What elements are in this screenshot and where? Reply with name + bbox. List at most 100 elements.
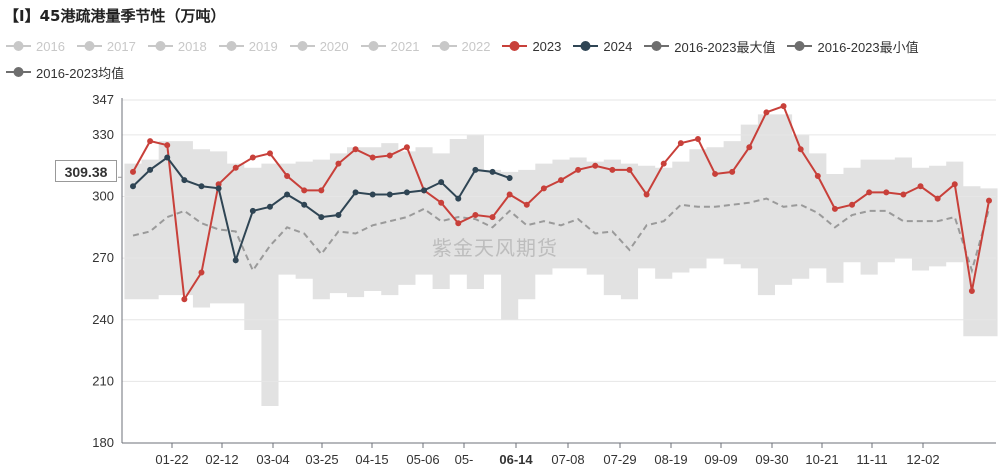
legend-marker-icon: [6, 67, 31, 77]
legend-marker-icon: [289, 41, 315, 51]
axis-pointer-value: 309.38: [55, 160, 117, 182]
point-2023: [489, 214, 496, 221]
point-2023: [335, 160, 342, 167]
legend-item[interactable]: 2024: [573, 39, 632, 54]
point-2023: [352, 146, 359, 153]
x-tick-label: 02-12: [205, 452, 238, 467]
legend-item[interactable]: 2016: [6, 39, 65, 54]
legend-label: 2022: [461, 38, 491, 54]
point-2023: [506, 191, 513, 198]
legend-marker-icon: [147, 41, 173, 51]
point-2023: [403, 144, 410, 151]
point-2024: [386, 191, 393, 198]
point-2023: [592, 162, 599, 169]
point-2024: [421, 187, 428, 194]
legend-marker-icon: [76, 41, 102, 51]
legend-item[interactable]: 2016-2023最大值: [644, 37, 775, 56]
point-2023: [900, 191, 907, 198]
legend-item[interactable]: 2016-2023均值: [6, 63, 124, 82]
x-tick-label: 06-14: [499, 452, 533, 467]
point-2023: [301, 187, 308, 194]
legend-marker-icon: [431, 41, 457, 51]
point-2023: [866, 189, 873, 196]
point-2023: [232, 164, 239, 171]
x-tick-label: 11-11: [856, 452, 887, 467]
legend-item[interactable]: 2019: [218, 38, 278, 54]
point-2023: [558, 177, 564, 184]
point-2023: [540, 185, 547, 192]
point-2024: [472, 166, 479, 173]
x-tick-label: 10-21: [805, 452, 838, 467]
legend-label: 2023: [532, 38, 562, 54]
point-2023: [712, 170, 719, 177]
point-2023: [438, 199, 445, 206]
legend-label: 2016-2023均值: [36, 65, 125, 81]
point-2024: [403, 189, 410, 196]
point-2023: [472, 212, 479, 219]
point-2023: [694, 136, 701, 143]
point-2024: [215, 185, 222, 192]
y-tick-label: 300: [92, 189, 114, 204]
point-2023: [917, 183, 924, 190]
point-2023: [677, 140, 684, 147]
legend-item[interactable]: 2020: [289, 39, 349, 54]
x-tick-label: 03-04: [256, 452, 289, 467]
legend-label: 2016-2023最小值: [817, 39, 919, 55]
point-2023: [746, 144, 753, 151]
point-2023: [249, 154, 256, 161]
point-2023: [147, 138, 154, 145]
y-tick-label: 347: [92, 92, 114, 107]
point-2023: [814, 172, 821, 179]
point-2023: [130, 168, 136, 175]
legend-label: 2019: [248, 38, 278, 54]
x-tick-label: 05-06: [406, 452, 439, 467]
legend-item[interactable]: 2022: [431, 38, 491, 54]
y-tick-label: 270: [92, 250, 114, 265]
legend-label: 2016-2023最大值: [674, 39, 776, 55]
point-2023: [609, 166, 616, 173]
point-2023: [181, 296, 188, 303]
y-tick-label: 180: [92, 435, 114, 450]
point-2023: [797, 146, 804, 153]
x-tick-label: 09-30: [755, 452, 788, 467]
legend-marker-icon: [6, 41, 31, 51]
y-tick-label: 330: [92, 127, 114, 142]
x-tick-label: 07-08: [551, 452, 584, 467]
point-2024: [489, 168, 496, 175]
point-2023: [934, 195, 941, 202]
point-2024: [301, 201, 308, 208]
legend-label: 2021: [390, 38, 420, 54]
point-2023: [318, 187, 325, 194]
legend-item[interactable]: 2016-2023最小值: [787, 37, 919, 56]
legend-item[interactable]: 2017: [76, 39, 136, 54]
point-2024: [506, 175, 513, 182]
legend-item[interactable]: 2023: [502, 39, 561, 54]
axes: 180 210 240 270 300 330 347 01-22 02-12 03-04 03-2…: [92, 92, 996, 467]
y-tick-label: 240: [92, 312, 114, 327]
legend: 2016 2017 2018 2019 2020 2021 2022 2023 2024 2016…: [6, 33, 996, 85]
x-tick-label: 09-09: [704, 452, 737, 467]
point-2023: [369, 154, 376, 161]
x-tick-label: 04-15: [355, 452, 388, 467]
legend-marker-icon: [360, 41, 386, 51]
point-2024: [232, 257, 239, 264]
legend-item[interactable]: 2018: [147, 39, 207, 54]
legend-marker-icon: [573, 41, 599, 51]
point-2024: [369, 191, 376, 198]
point-2023: [164, 142, 171, 149]
point-2023: [266, 150, 273, 157]
legend-item[interactable]: 2021: [360, 38, 420, 54]
point-2023: [284, 172, 291, 179]
point-2023: [729, 168, 736, 175]
point-2023: [951, 181, 958, 188]
legend-label: 2016: [36, 38, 65, 54]
chart-title: 【I】45港疏港量季节性（万吨）: [4, 7, 226, 25]
y-tick-label: 210: [92, 373, 114, 388]
legend-label: 2024: [603, 38, 633, 54]
mean-line: [132, 197, 990, 274]
point-2024: [181, 177, 188, 184]
point-2024: [335, 212, 342, 219]
point-2024: [438, 179, 445, 186]
series-2024: [130, 154, 513, 264]
